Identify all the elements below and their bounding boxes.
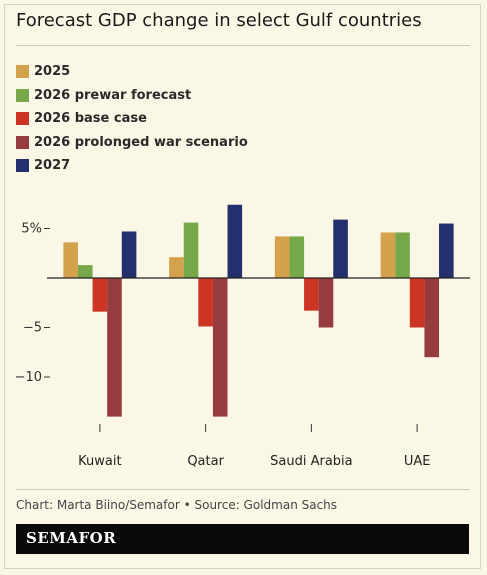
bar xyxy=(169,257,184,278)
brand-bar: SEMAFOR xyxy=(16,524,469,554)
legend-label: 2026 prewar forecast xyxy=(34,87,192,103)
title-divider xyxy=(16,45,470,46)
legend-swatch xyxy=(16,65,29,79)
bar xyxy=(63,242,78,278)
x-tick-label: Qatar xyxy=(187,454,224,469)
bar xyxy=(92,278,108,312)
legend-label: 2026 base case xyxy=(34,111,147,127)
legend-item: 2026 prolonged war scenario xyxy=(16,131,248,155)
y-tick-label: −5 xyxy=(23,321,42,336)
bar xyxy=(395,232,410,278)
legend-item: 2027 xyxy=(16,154,248,178)
legend-item: 2025 xyxy=(16,60,248,84)
bar xyxy=(227,204,243,278)
y-tick-label: −10 xyxy=(15,370,42,385)
bar xyxy=(77,265,93,278)
bar xyxy=(380,232,396,278)
bar xyxy=(304,278,319,311)
legend-label: 2025 xyxy=(34,64,71,80)
legend-swatch xyxy=(16,159,29,173)
bar xyxy=(424,278,440,358)
legend-item: 2026 base case xyxy=(16,107,248,131)
bar xyxy=(121,231,137,278)
bar xyxy=(333,219,348,278)
bar xyxy=(107,278,122,417)
legend-swatch xyxy=(16,88,29,102)
source-divider xyxy=(16,489,470,490)
legend-label: 2026 prolonged war scenario xyxy=(34,134,248,150)
x-tick-label: Saudi Arabia xyxy=(270,454,353,469)
chart-legend: 2025 2026 prewar forecast 2026 base case 20… xyxy=(16,60,248,178)
chart-frame xyxy=(4,4,481,569)
bar xyxy=(439,223,454,278)
bar xyxy=(318,278,334,328)
y-tick-label: 5% xyxy=(21,222,42,237)
bar xyxy=(198,278,213,327)
legend-swatch xyxy=(16,112,29,126)
legend-item: 2026 prewar forecast xyxy=(16,84,248,108)
source-credit: Chart: Marta Biino/Semafor • Source: Gol… xyxy=(16,498,338,512)
bar xyxy=(183,222,199,278)
bar xyxy=(289,236,305,278)
legend-swatch xyxy=(16,135,29,149)
bar xyxy=(409,278,425,328)
x-tick-label: Kuwait xyxy=(78,454,121,469)
bar xyxy=(212,278,228,417)
semafor-logo: SEMAFOR xyxy=(26,529,117,547)
chart-title: Forecast GDP change in select Gulf count… xyxy=(16,10,422,31)
legend-label: 2027 xyxy=(34,158,71,174)
x-tick-label: UAE xyxy=(404,454,431,469)
bar xyxy=(274,236,290,278)
